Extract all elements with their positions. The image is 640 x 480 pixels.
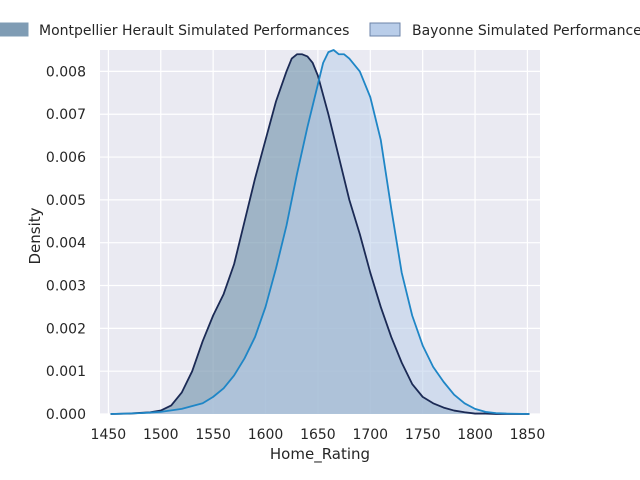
x-axis-ticks: 1450 1500 1550 1600 1650 1700 1750 1800 1850 — [91, 427, 546, 443]
y-tick-label-8: 0.008 — [46, 64, 86, 80]
y-tick-label-3: 0.003 — [46, 279, 86, 295]
x-tick-label-2: 1550 — [195, 427, 231, 443]
y-axis-label: Density — [26, 207, 44, 264]
x-tick-label-3: 1600 — [248, 427, 284, 443]
x-tick-label-0: 1450 — [91, 427, 127, 443]
x-tick-label-5: 1700 — [352, 427, 388, 443]
density-line-0 — [110, 53, 530, 415]
y-tick-label-1: 0.001 — [46, 364, 86, 380]
y-tick-label-7: 0.007 — [46, 107, 86, 123]
y-tick-label-5: 0.005 — [46, 193, 86, 209]
x-tick-label-1: 1500 — [143, 427, 179, 443]
x-tick-label-8: 1850 — [510, 427, 546, 443]
x-tick-label-4: 1650 — [300, 427, 336, 443]
legend: Montpellier Herault Simulated Performanc… — [0, 22, 640, 39]
density-areas — [110, 50, 530, 414]
y-axis-ticks: 0.000 0.001 0.002 0.003 0.004 0.005 0.006 0.007… — [46, 64, 86, 423]
density-lines — [110, 49, 530, 415]
y-tick-label-2: 0.002 — [46, 321, 86, 337]
y-tick-label-4: 0.004 — [46, 236, 86, 252]
legend-label-montpellier: Montpellier Herault Simulated Performanc… — [39, 23, 349, 39]
legend-swatch-montpellier — [0, 22, 29, 37]
y-tick-label-0: 0.000 — [46, 407, 86, 423]
x-tick-label-7: 1800 — [457, 427, 493, 443]
y-tick-label-6: 0.006 — [46, 150, 86, 166]
density-area-1 — [110, 50, 530, 414]
density-line-1 — [110, 49, 530, 415]
legend-swatch-bayonne — [369, 22, 401, 37]
legend-label-bayonne: Bayonne Simulated Performances — [412, 23, 640, 39]
x-tick-label-6: 1750 — [405, 427, 441, 443]
x-axis-label: Home_Rating — [270, 445, 370, 464]
